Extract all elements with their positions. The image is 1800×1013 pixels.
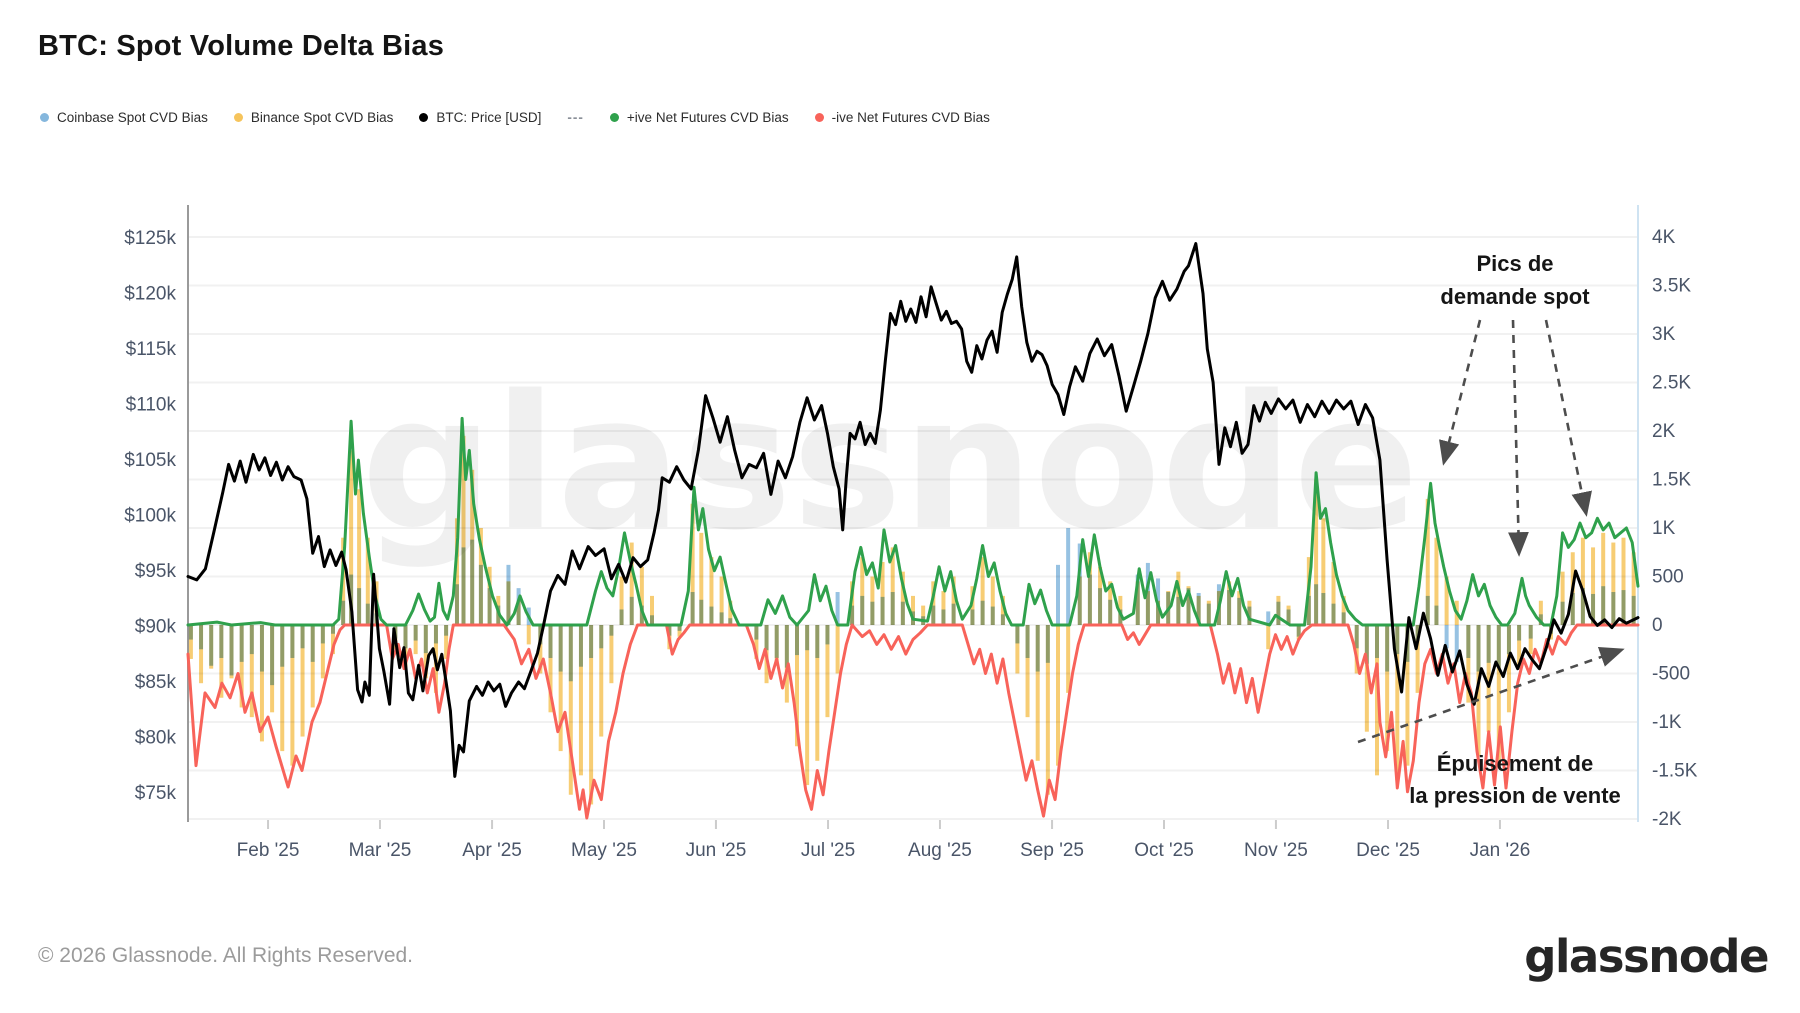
y-left-tick-label: $110k — [126, 395, 177, 416]
btc-price-dot-icon — [419, 113, 429, 122]
legend-item-binance-spot-cvd[interactable]: Binance Spot CVD Bias — [233, 110, 394, 125]
y-left-tick-label: $85k — [135, 672, 177, 693]
x-axis-month-label: Dec '25 — [1356, 840, 1420, 861]
legend-label: Coinbase Spot CVD Bias — [57, 110, 208, 125]
y-right-tick-label: 0 — [1652, 615, 1663, 636]
binance-dot-icon — [233, 113, 243, 122]
btc-price-line — [186, 242, 1640, 778]
arrow-to-dec-spot-spike — [1439, 319, 1482, 466]
y-right-tick-label: -500 — [1652, 664, 1690, 685]
x-axis-month-label: Sep '25 — [1020, 840, 1084, 861]
y-left-tick-label: $95k — [135, 561, 177, 582]
x-axis-ticks — [267, 820, 1501, 829]
legend-item-pos-net-futures-cvd[interactable]: +ive Net Futures CVD Bias — [609, 110, 789, 125]
dash-icon: --- — [567, 110, 584, 125]
y-right-tick-label: 3.5K — [1652, 276, 1691, 297]
legend-label: +ive Net Futures CVD Bias — [626, 110, 789, 125]
coinbase-dot-icon — [40, 113, 49, 122]
legend-label: -ive Net Futures CVD Bias — [831, 110, 990, 125]
y-left-tick-label: $75k — [135, 783, 177, 804]
neg-net-futures-cvd-line — [186, 623, 1640, 820]
x-axis-month-label: Jul '25 — [801, 840, 855, 861]
x-axis-month-label: Apr '25 — [462, 840, 522, 861]
page-title: BTC: Spot Volume Delta Bias — [38, 30, 445, 62]
y-right-tick-label: 2.5K — [1652, 373, 1691, 394]
x-axis-month-label: Nov '25 — [1244, 840, 1308, 861]
chart-legend: Coinbase Spot CVD Bias Binance Spot CVD … — [40, 110, 990, 125]
pos-cvd-dot-icon — [609, 113, 619, 122]
legend-item-coinbase-spot-cvd[interactable]: Coinbase Spot CVD Bias — [40, 110, 208, 125]
x-axis-month-label: Oct '25 — [1134, 840, 1194, 861]
arrow-sell-pressure-trend — [1357, 647, 1625, 744]
legend-item-btc-price[interactable]: BTC: Price [USD] — [419, 110, 541, 125]
y-right-tick-label: -1.5K — [1652, 761, 1698, 782]
x-axis-month-label: Jan '26 — [1470, 840, 1531, 861]
y-right-tick-label: -1K — [1652, 712, 1682, 733]
y-left-tick-label: $105k — [124, 450, 176, 471]
y-left-tick-label: $120k — [124, 284, 176, 305]
y-right-tick-label: 500 — [1652, 567, 1684, 588]
watermark-text: glassnode — [361, 355, 1419, 571]
legend-label: BTC: Price [USD] — [436, 110, 542, 125]
y-right-tick-label: 2K — [1652, 421, 1676, 442]
copyright-text: © 2026 Glassnode. All Rights Reserved. — [38, 944, 414, 967]
arrow-to-late-dec-spot-spike — [1508, 319, 1529, 557]
neg-cvd-dot-icon — [814, 113, 824, 122]
y-right-tick-label: 4K — [1652, 227, 1676, 248]
pos-net-futures-cvd-line — [186, 416, 1640, 627]
y-left-tick-label: $90k — [135, 617, 177, 638]
x-axis-month-label: Aug '25 — [908, 840, 972, 861]
y-left-tick-label: $115k — [126, 339, 177, 360]
legend-item-dash-separator[interactable]: --- — [567, 110, 584, 125]
annotation-arrows — [1357, 319, 1625, 744]
glassnode-logo[interactable]: glassnode — [1524, 930, 1769, 983]
legend-item-neg-net-futures-cvd[interactable]: -ive Net Futures CVD Bias — [814, 110, 990, 125]
legend-label: Binance Spot CVD Bias — [250, 110, 394, 125]
y-left-tick-label: $100k — [124, 506, 176, 527]
y-right-tick-label: -2K — [1652, 809, 1682, 830]
arrow-to-jan-spot-spike — [1544, 319, 1592, 517]
x-axis-month-label: Mar '25 — [349, 840, 412, 861]
y-right-tick-label: 3K — [1652, 324, 1676, 345]
x-axis-month-label: Jun '25 — [686, 840, 747, 861]
x-axis-month-label: May '25 — [571, 840, 637, 861]
y-right-tick-label: 1K — [1652, 518, 1676, 539]
x-axis-month-label: Feb '25 — [237, 840, 300, 861]
y-left-tick-label: $125k — [124, 228, 176, 249]
y-right-tick-label: 1.5K — [1652, 470, 1691, 491]
y-left-tick-label: $80k — [135, 728, 177, 749]
